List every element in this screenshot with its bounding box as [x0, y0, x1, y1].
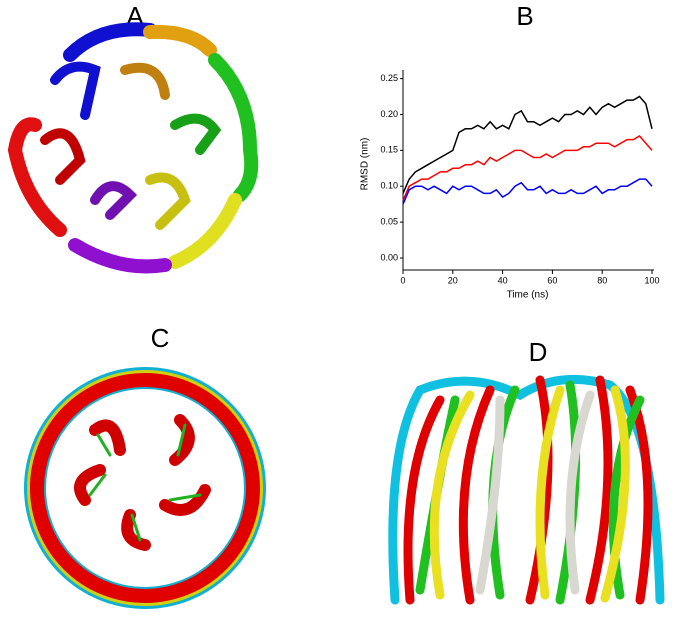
- y-tick-label: 0.25: [380, 73, 398, 83]
- y-tick-label: 0.20: [380, 109, 398, 119]
- protein-structure-d: [388, 374, 665, 605]
- y-axis-label: RMSD (nm): [360, 138, 371, 191]
- panel-label: C: [151, 323, 170, 353]
- series-line: [402, 178, 653, 205]
- series-line: [402, 135, 653, 201]
- panel-label: D: [529, 337, 548, 367]
- protein-structure-a: [7, 22, 259, 274]
- x-axis-label: Time (ns): [507, 290, 549, 301]
- y-tick-label: 0.00: [380, 252, 398, 262]
- series-line: [402, 95, 653, 194]
- panel-label: B: [516, 1, 533, 31]
- x-tick-label: 100: [644, 275, 659, 285]
- protein-structure-c: [24, 367, 266, 609]
- x-tick-label: 80: [597, 275, 607, 285]
- y-tick-label: 0.15: [380, 145, 398, 155]
- x-tick-label: 20: [448, 275, 458, 285]
- x-tick-label: 60: [547, 275, 557, 285]
- y-tick-label: 0.05: [380, 216, 398, 226]
- y-tick-label: 0.10: [380, 181, 398, 191]
- x-tick-label: 0: [400, 275, 405, 285]
- x-tick-label: 40: [498, 275, 508, 285]
